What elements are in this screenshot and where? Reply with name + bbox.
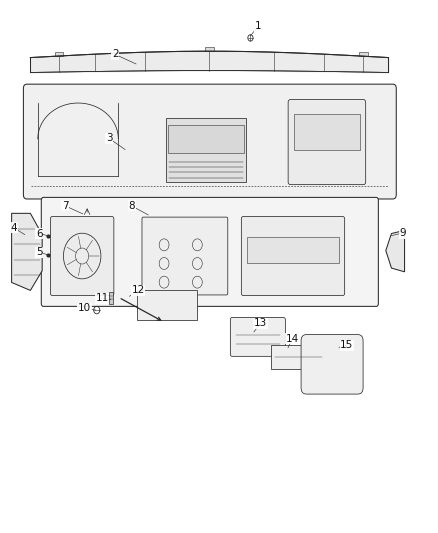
Text: 14: 14: [286, 334, 299, 344]
Bar: [109, 292, 113, 304]
Text: 7: 7: [62, 201, 69, 211]
Bar: [294, 114, 360, 150]
FancyBboxPatch shape: [301, 335, 363, 394]
Text: 5: 5: [36, 247, 42, 257]
Bar: [272, 345, 326, 368]
Bar: [166, 118, 247, 182]
Text: 4: 4: [11, 223, 17, 233]
FancyBboxPatch shape: [230, 318, 286, 357]
Bar: [359, 52, 368, 56]
Text: 11: 11: [95, 293, 109, 303]
Text: 8: 8: [128, 201, 135, 211]
Polygon shape: [12, 213, 42, 290]
Text: 9: 9: [399, 228, 406, 238]
Text: 10: 10: [78, 303, 91, 313]
Text: 6: 6: [36, 229, 42, 239]
Bar: [247, 237, 339, 263]
Text: 1: 1: [255, 21, 261, 31]
Polygon shape: [386, 230, 405, 272]
Bar: [55, 52, 64, 56]
FancyBboxPatch shape: [241, 216, 345, 295]
FancyBboxPatch shape: [50, 216, 114, 295]
Text: 13: 13: [254, 318, 267, 328]
FancyBboxPatch shape: [23, 84, 396, 199]
Text: 2: 2: [112, 50, 118, 59]
Bar: [137, 290, 197, 320]
Text: 15: 15: [340, 340, 353, 350]
Bar: [205, 47, 214, 51]
Bar: [168, 125, 244, 154]
FancyBboxPatch shape: [288, 100, 366, 184]
FancyBboxPatch shape: [142, 217, 228, 295]
FancyBboxPatch shape: [41, 197, 378, 306]
Text: 12: 12: [131, 286, 145, 295]
Text: 3: 3: [106, 133, 112, 143]
